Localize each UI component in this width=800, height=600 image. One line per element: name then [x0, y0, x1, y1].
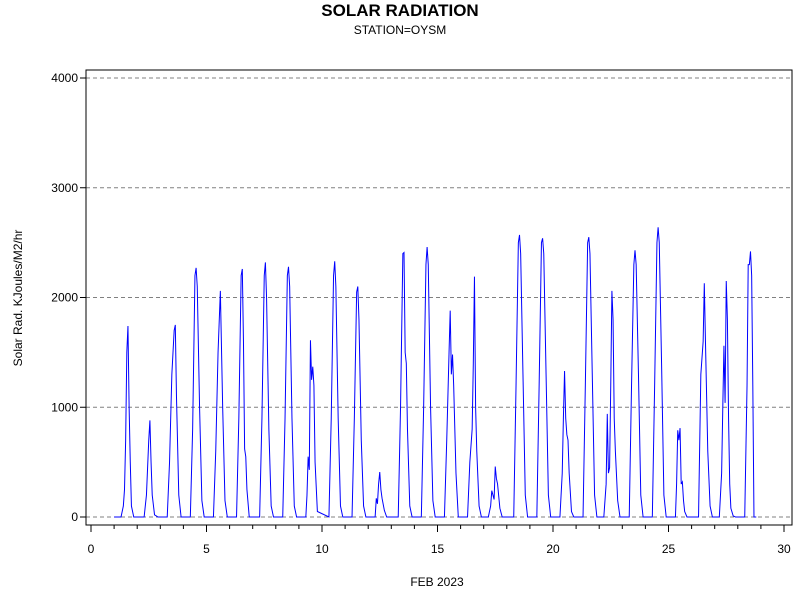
y-tick-label: 0	[71, 510, 78, 524]
x-tick-label: 20	[546, 542, 560, 556]
y-tick-label: 4000	[51, 71, 78, 85]
y-tick-label: 2000	[51, 291, 78, 305]
x-axis-label: FEB 2023	[410, 575, 464, 589]
x-tick-label: 0	[88, 542, 95, 556]
x-tick-label: 25	[662, 542, 676, 556]
axis-ticks: 0 1000 2000 3000 4000 0 5 10 15 20 25 30	[51, 71, 791, 556]
y-tick-label: 1000	[51, 400, 78, 414]
x-tick-label: 30	[777, 542, 791, 556]
x-tick-label: 15	[431, 542, 445, 556]
x-tick-label: 5	[203, 542, 210, 556]
series-line-solar-radiation	[114, 227, 757, 518]
chart-title: SOLAR RADIATION	[321, 1, 479, 20]
y-tick-label: 3000	[51, 181, 78, 195]
chart-subtitle: STATION=OYSM	[353, 23, 447, 37]
y-axis-label: Solar Rad. KJoules/M2/hr	[11, 230, 25, 367]
x-tick-label: 10	[315, 542, 329, 556]
